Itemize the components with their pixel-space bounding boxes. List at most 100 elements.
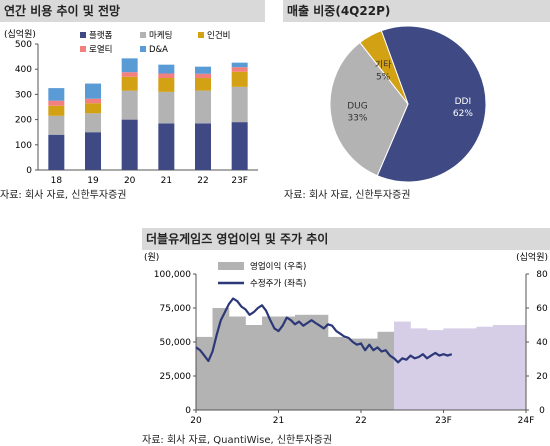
legend-label-bar: 영업이익 (우축): [250, 261, 306, 272]
left-unit-label: (원): [144, 252, 159, 263]
right-tick-label: 60: [536, 304, 548, 314]
y-tick-label: 200: [15, 116, 32, 126]
bar-segment: [158, 123, 175, 170]
bar-segment: [158, 91, 175, 124]
legend-swatch: [80, 32, 86, 38]
bar-segment: [231, 67, 248, 72]
left-tick-label: 50,000: [160, 338, 192, 348]
x-tick-label: 24F: [518, 416, 535, 426]
legend-swatch: [80, 46, 86, 52]
bar-segment: [85, 113, 101, 133]
profit-bar: [493, 325, 510, 410]
profit-bar: [394, 321, 411, 410]
bar-segment: [48, 105, 65, 116]
op-profit-stock-chart: (원) (십억원)025,00050,00075,000100,000020406…: [144, 251, 548, 426]
panel1-source: 자료: 회사 자료, 신한투자증권: [0, 190, 127, 201]
bar-segment: [195, 73, 211, 79]
legend-label: D&A: [149, 45, 168, 55]
right-unit-label: (십억원): [516, 251, 548, 263]
profit-bar: [377, 331, 395, 410]
right-tick-label: 0: [539, 406, 545, 416]
bar-segment: [158, 64, 175, 74]
x-tick-label: 20: [124, 176, 136, 186]
profit-bar: [278, 316, 296, 410]
legend-label: 로열티: [89, 45, 112, 55]
pie-slice: [376, 25, 487, 183]
legend-swatch-bar: [218, 262, 244, 270]
pie-pct-label: 5%: [376, 72, 391, 82]
profit-bar: [262, 316, 279, 410]
legend-label: 플랫폼: [89, 30, 113, 41]
x-tick-label: 21: [161, 176, 172, 186]
right-tick-label: 80: [536, 270, 548, 280]
profit-bar: [196, 336, 213, 410]
bar-segment: [195, 66, 211, 74]
x-tick-label: 23F: [435, 416, 452, 426]
bar-segment: [121, 72, 138, 77]
x-tick-label: 22: [197, 176, 208, 186]
profit-bar: [311, 314, 329, 410]
bar-segment: [48, 134, 65, 170]
bar-segment: [231, 122, 248, 170]
profit-bar: [443, 328, 461, 410]
y-unit-label: (십억원): [4, 28, 36, 40]
bar-segment: [195, 123, 211, 170]
x-tick-label: 23F: [231, 176, 248, 186]
profit-bar: [460, 328, 477, 410]
profit-bar: [344, 338, 362, 410]
profit-bar: [427, 330, 444, 410]
revenue-mix-pie: DDI 62% DUG 33% 기타 5%: [329, 25, 487, 183]
bar-segment: [121, 76, 138, 91]
bar-segment: [231, 71, 248, 87]
profit-bar: [509, 325, 527, 410]
y-tick-label: 300: [15, 90, 32, 100]
bar-segment: [195, 90, 211, 124]
panel2-title: 매출 비중(4Q22P): [283, 0, 550, 22]
bar-segment: [121, 90, 138, 120]
y-tick-label: 100: [15, 141, 32, 151]
bar-segment: [121, 58, 138, 73]
bar-segment: [85, 83, 101, 99]
left-tick-label: 75,000: [160, 304, 192, 314]
pie-label: 기타: [375, 59, 392, 70]
legend-swatch: [140, 32, 146, 38]
pie-pct-label: 33%: [347, 114, 367, 124]
legend-swatch: [140, 46, 146, 52]
profit-bar: [361, 338, 378, 410]
right-tick-label: 20: [536, 372, 548, 382]
bar-segment: [231, 62, 248, 68]
panel2-source: 자료: 회사 자료, 신한투자증권: [284, 190, 411, 201]
profit-bar: [410, 328, 428, 410]
stock-price-line: [195, 297, 453, 364]
panel1-title: 연간 비용 추이 및 전망: [0, 0, 265, 22]
profit-bar: [229, 316, 246, 410]
bar-segment: [195, 78, 211, 91]
x-tick-label: 18: [51, 176, 63, 186]
x-tick-label: 22: [355, 416, 366, 426]
y-tick-label: 400: [15, 65, 32, 75]
legend-label-line: 수정주가 (좌측): [250, 278, 306, 289]
cost-trend-chart: (십억원) 0 100 200 300 400 500 18 19 20 21 22 23F 플랫폼 마케…: [4, 28, 258, 186]
legend-label: 인건비: [207, 30, 230, 41]
bar-segment: [231, 86, 248, 123]
x-tick-label: 20: [190, 416, 202, 426]
profit-bar: [328, 336, 345, 410]
bar-segment: [158, 78, 175, 92]
right-tick-label: 40: [536, 338, 548, 348]
bar-segment: [85, 103, 101, 114]
left-tick-label: 100,000: [154, 270, 191, 280]
left-tick-label: 25,000: [160, 372, 192, 382]
pie-label: DDI: [455, 97, 472, 107]
pie-label: DUG: [347, 102, 368, 112]
bar-segment: [85, 98, 101, 104]
legend-label: 마케팅: [149, 30, 172, 41]
y-tick-label: 500: [15, 40, 32, 50]
pie-slice: [329, 41, 409, 177]
bar-segment: [85, 132, 101, 170]
left-tick-label: 0: [185, 406, 191, 416]
panel3-title: 더블유게임즈 영업이익 및 주가 추이: [142, 228, 550, 250]
bar-segment: [48, 100, 65, 106]
legend-swatch: [198, 32, 204, 38]
bar-segment: [158, 73, 175, 79]
x-tick-label: 21: [273, 416, 284, 426]
